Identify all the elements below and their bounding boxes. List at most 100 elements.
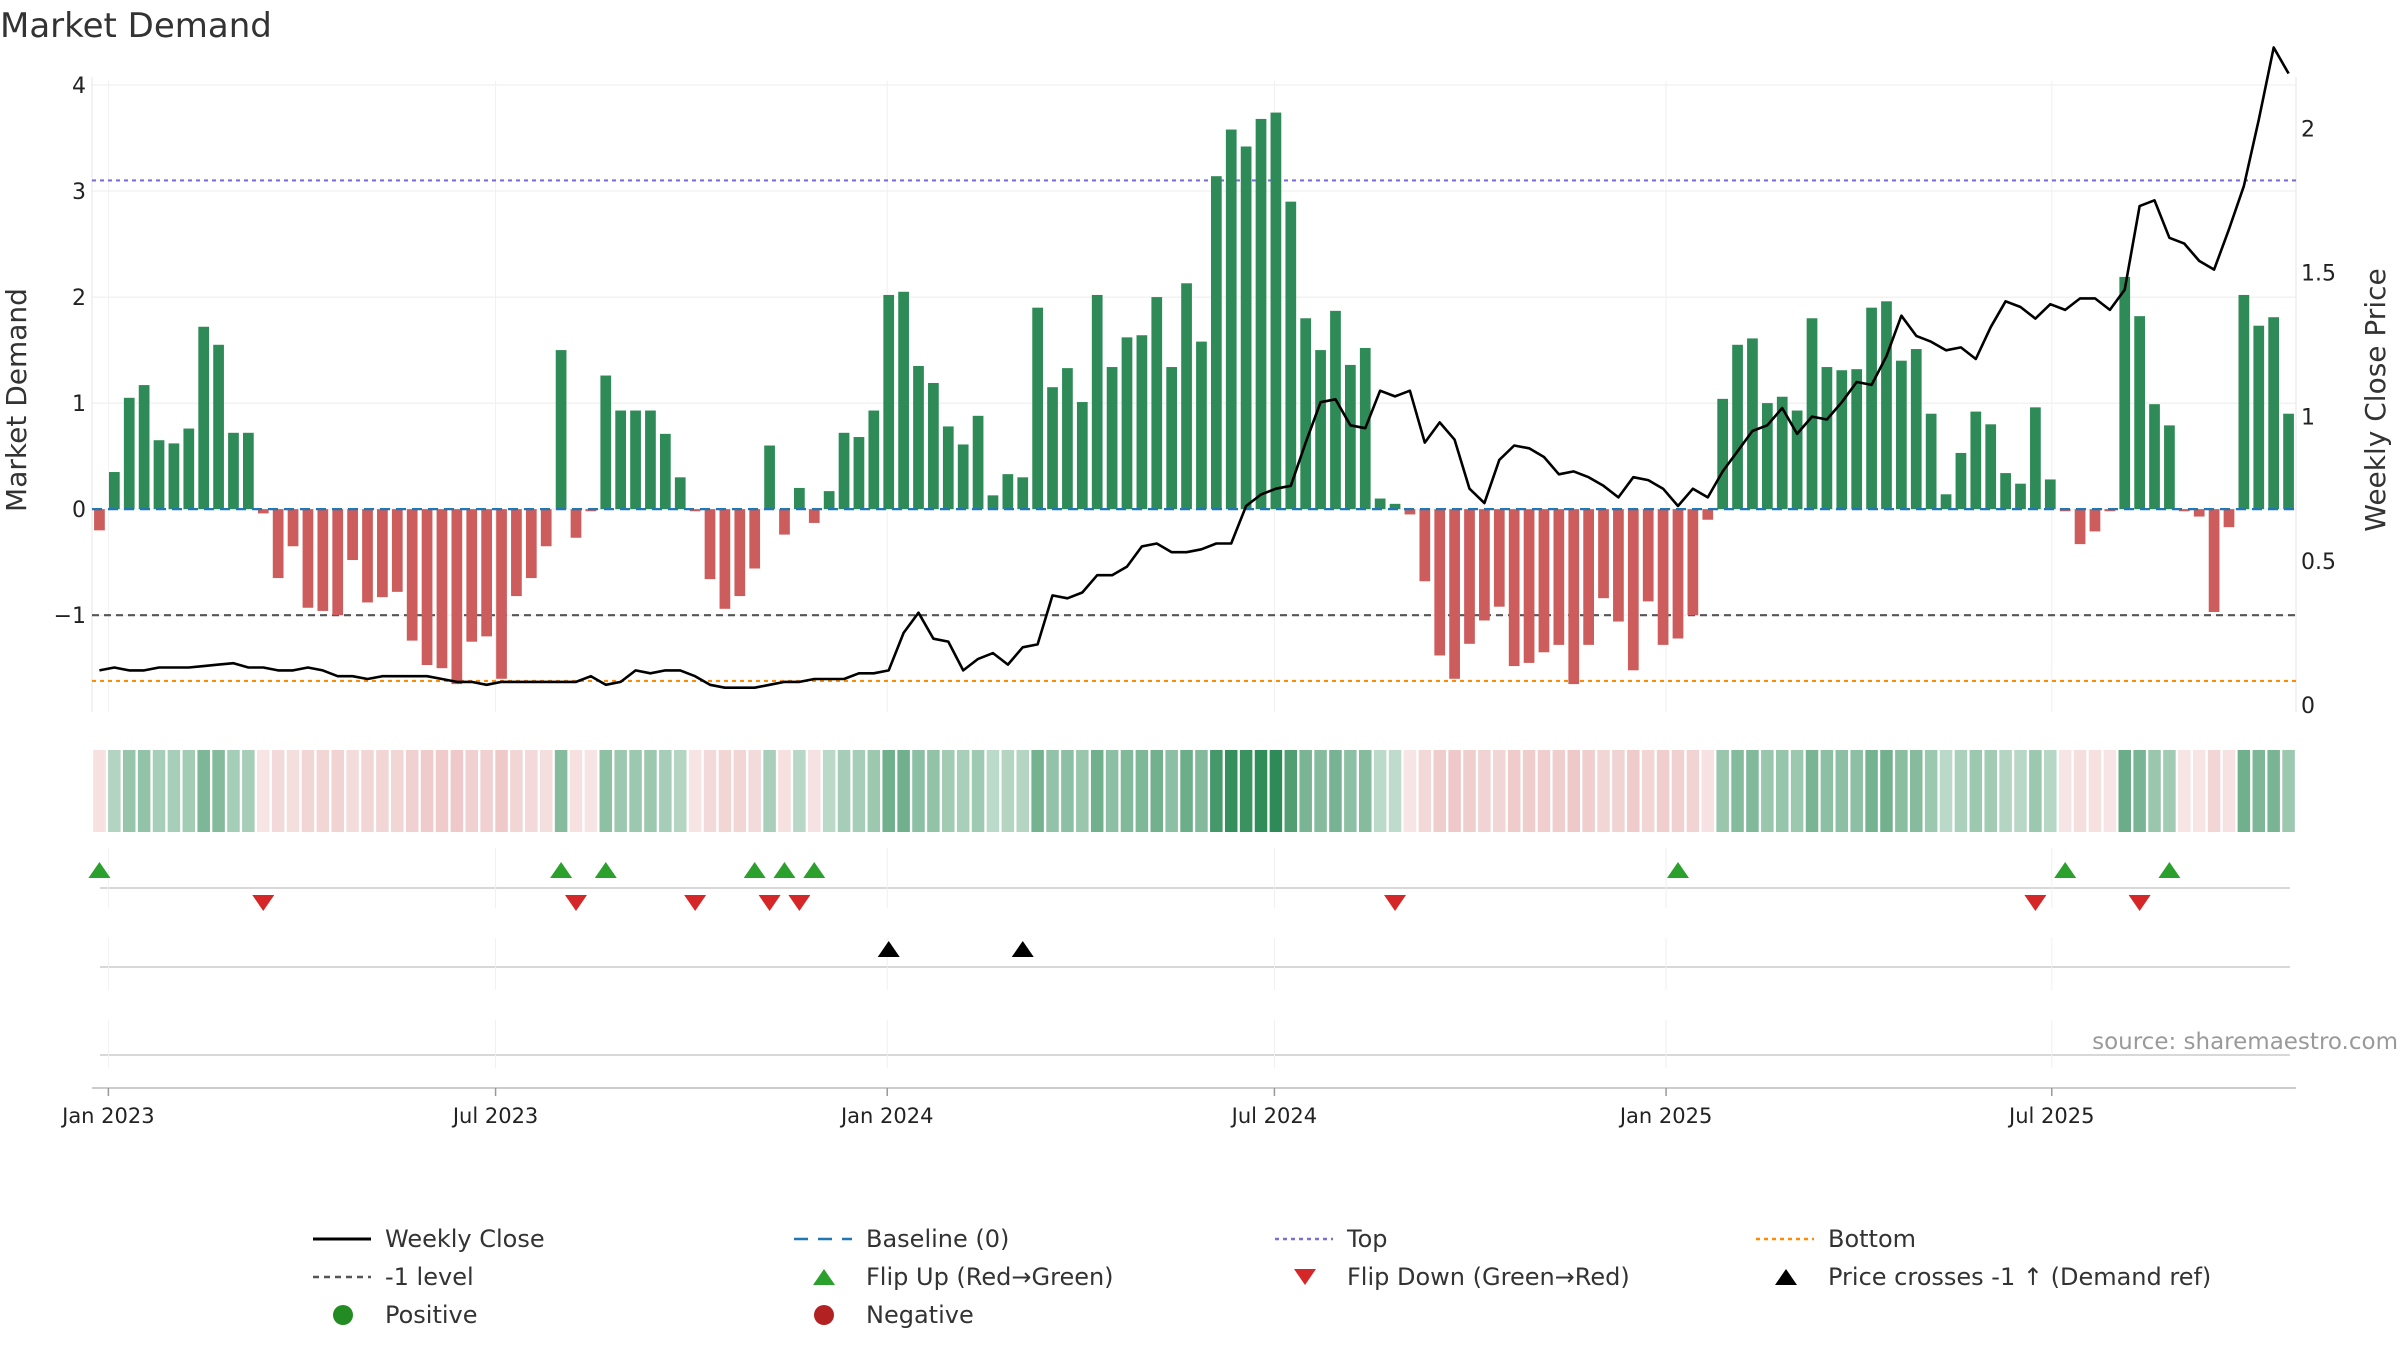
strip-cell	[897, 750, 910, 832]
flip-up-marker	[743, 862, 766, 878]
flip-up-marker	[773, 862, 796, 878]
demand-bar	[1538, 509, 1550, 653]
demand-bar	[1047, 387, 1058, 510]
demand-bar	[2089, 509, 2101, 532]
demand-bar	[704, 509, 716, 580]
legend-weekly-close-label: Weekly Close	[385, 1225, 545, 1253]
strip-cell	[2073, 750, 2087, 832]
demand-bar	[1627, 509, 1639, 671]
strip-cell	[286, 750, 300, 832]
y2-tick-label: 2	[2301, 117, 2315, 142]
demand-bar	[1836, 370, 1848, 510]
demand-bar	[674, 477, 686, 510]
strip-cell	[1195, 750, 1208, 832]
strip-cell	[1865, 750, 1878, 832]
strip-cell	[1924, 750, 1938, 832]
demand-bar	[2193, 509, 2205, 517]
demand-bar	[138, 385, 150, 510]
chart-title: Market Demand	[0, 6, 272, 46]
legend-flip-up-red-green-swatch	[813, 1269, 835, 1285]
strip-cell	[2178, 750, 2191, 832]
flip-up-marker	[550, 862, 573, 878]
strip-cell	[837, 750, 851, 832]
strip-cell	[450, 750, 464, 832]
strip-cell	[1165, 750, 1178, 832]
demand-bar	[496, 509, 507, 679]
strip-cell	[1299, 750, 1312, 832]
demand-bar	[1866, 307, 1877, 510]
strip-cell	[1746, 750, 1759, 832]
demand-bar	[1002, 474, 1014, 510]
demand-bar	[1449, 509, 1460, 679]
strip-cell	[1210, 750, 1223, 832]
demand-bar	[1732, 344, 1743, 510]
demand-bar	[838, 432, 850, 510]
strip-cell	[2163, 750, 2176, 832]
demand-bar	[1345, 364, 1356, 510]
strip-cell	[1284, 750, 1298, 832]
flip-down-marker	[564, 895, 587, 911]
demand-bar	[317, 509, 329, 611]
demand-bar	[1419, 509, 1431, 582]
demand-bar	[1985, 424, 1997, 510]
strip-cell	[986, 750, 1000, 832]
strip-cell	[1507, 750, 1521, 832]
demand-bar	[570, 509, 582, 538]
y-tick-label: 4	[72, 74, 86, 99]
demand-bar	[228, 432, 239, 510]
demand-bar	[123, 397, 135, 510]
legend-bottom-label: Bottom	[1828, 1225, 1916, 1253]
strip-cell	[1076, 750, 1089, 832]
flip-up-marker	[803, 862, 826, 878]
price-cross-marker	[1011, 941, 1034, 957]
strip-cell	[391, 750, 404, 832]
demand-bar	[1940, 494, 1952, 510]
demand-bar	[362, 509, 373, 603]
demand-bar	[1598, 509, 1609, 599]
strip-cell	[1910, 750, 1923, 832]
strip-cell	[2118, 750, 2131, 832]
demand-bar	[511, 509, 522, 597]
strip-cell	[316, 750, 330, 832]
strip-cell	[971, 750, 985, 832]
demand-bar	[377, 509, 388, 598]
strip-cell	[1686, 750, 1700, 832]
strip-cell	[1105, 750, 1119, 832]
strip-cell	[1463, 750, 1476, 832]
demand-bar	[272, 509, 284, 579]
demand-bar	[2149, 404, 2160, 510]
demand-bar	[1702, 509, 1714, 520]
demand-bar	[347, 509, 358, 561]
demand-bar	[749, 509, 761, 569]
reference-lines	[92, 179, 2296, 683]
strip-cell	[2192, 750, 2206, 832]
demand-bar	[1881, 301, 1892, 510]
demand-bar	[1181, 283, 1192, 510]
strip-cell	[614, 750, 627, 832]
legend-baseline-0-label: Baseline (0)	[866, 1225, 1009, 1253]
strip-cell	[1388, 750, 1402, 832]
demand-bar	[421, 509, 433, 666]
demand-bar	[183, 428, 195, 510]
demand-bar	[1523, 509, 1535, 663]
demand-bar	[1672, 509, 1684, 639]
demand-bar	[1017, 477, 1029, 510]
demand-bar	[198, 326, 210, 510]
strip-cell	[2133, 750, 2146, 832]
flip-down-marker	[684, 895, 707, 911]
demand-bar	[600, 375, 612, 510]
strip-cell	[703, 750, 717, 832]
strip-cell	[435, 750, 449, 832]
demand-bar	[94, 509, 105, 531]
demand-bar	[2015, 483, 2026, 510]
demand-bar	[1389, 503, 1401, 510]
y-tick-label: 3	[72, 180, 86, 205]
strip-cell	[1537, 750, 1551, 832]
y2-axis-label: Weekly Close Price	[2359, 268, 2392, 531]
strip-cell	[420, 750, 434, 832]
strip-cell	[1582, 750, 1595, 832]
demand-bar	[1747, 338, 1758, 510]
strip-cell	[2252, 750, 2266, 832]
y2-tick-label: 1.5	[2301, 261, 2336, 286]
strip-cell	[1314, 750, 1327, 832]
